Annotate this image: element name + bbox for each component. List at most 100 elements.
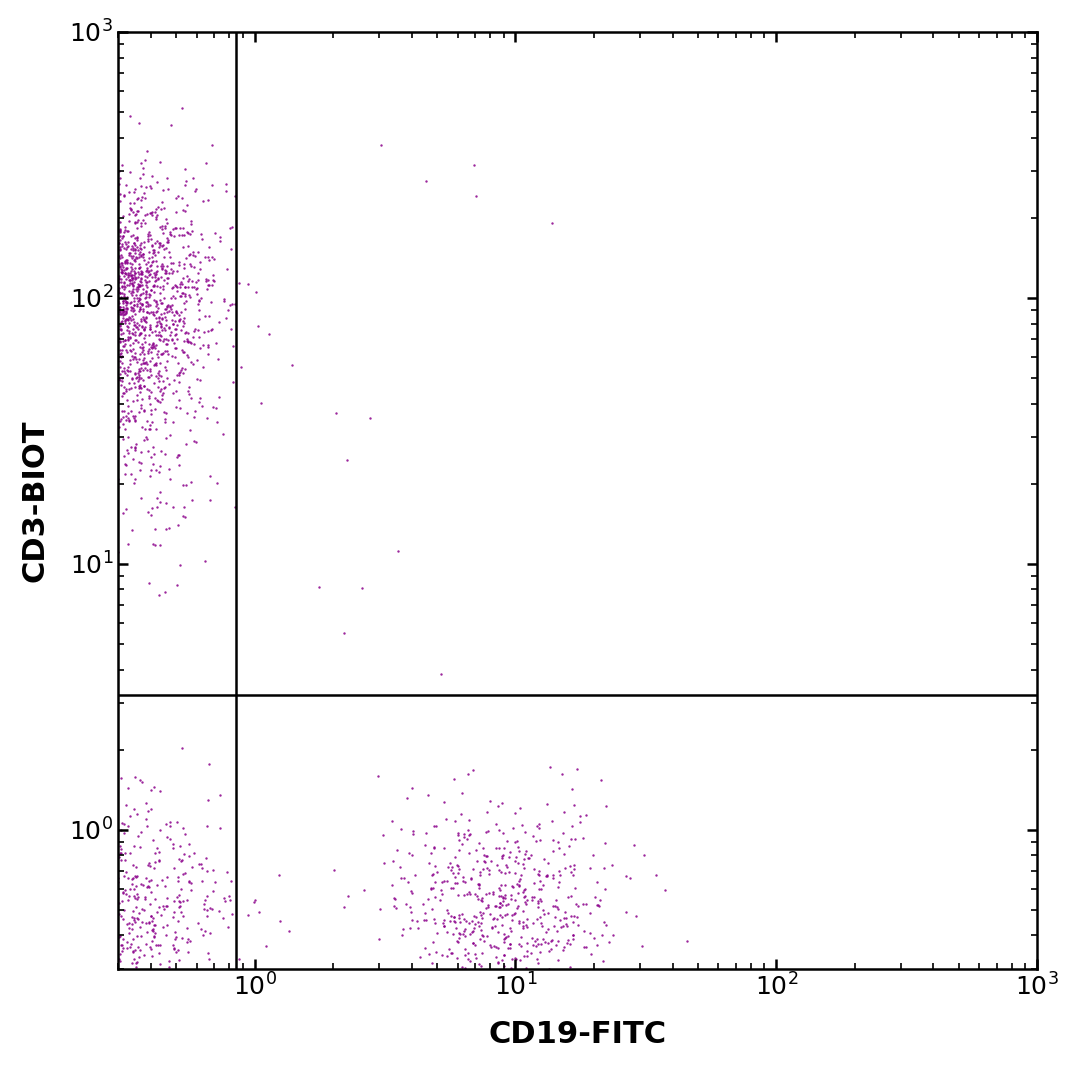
Point (500, 849, 517, 866)
Point (152, 327, 170, 345)
Point (147, 401, 164, 418)
Point (111, 946, 129, 963)
Point (495, 824, 512, 841)
Point (403, 884, 420, 901)
Point (129, 910, 146, 927)
Point (116, 274, 133, 291)
Point (136, 152, 153, 169)
Point (165, 892, 183, 910)
Point (153, 238, 171, 255)
Point (117, 255, 134, 272)
Point (582, 860, 599, 877)
Point (446, 874, 463, 891)
Point (130, 320, 147, 337)
Point (153, 309, 171, 326)
Point (143, 406, 160, 423)
Point (143, 339, 160, 356)
Point (528, 911, 545, 928)
Point (118, 293, 135, 310)
Point (554, 825, 571, 842)
Point (174, 343, 191, 361)
Point (135, 321, 152, 338)
Point (461, 884, 478, 901)
Point (230, 950, 247, 967)
Point (164, 316, 181, 333)
Point (504, 819, 522, 836)
Point (457, 913, 474, 930)
Point (157, 445, 174, 462)
Point (112, 246, 130, 263)
Point (505, 949, 523, 966)
Point (201, 924, 218, 942)
Point (183, 474, 200, 491)
Point (486, 937, 503, 954)
Point (130, 263, 147, 280)
Point (123, 369, 140, 386)
Point (140, 224, 158, 241)
Point (117, 291, 134, 308)
Point (186, 259, 203, 276)
Point (571, 813, 589, 830)
Point (246, 891, 264, 908)
Point (204, 901, 221, 918)
Point (167, 929, 185, 946)
Point (136, 311, 153, 328)
Point (134, 335, 151, 352)
Point (114, 447, 132, 464)
Point (451, 926, 469, 943)
Point (118, 442, 135, 459)
Point (132, 376, 149, 393)
Point (548, 922, 565, 939)
Point (165, 262, 183, 279)
Point (109, 281, 126, 299)
Point (116, 824, 133, 841)
Point (481, 884, 498, 901)
Point (201, 900, 218, 917)
Point (199, 907, 216, 924)
Point (119, 362, 136, 379)
Point (179, 348, 197, 365)
Point (565, 860, 582, 877)
Point (501, 939, 518, 957)
Point (140, 340, 158, 357)
Point (112, 936, 130, 953)
Point (497, 906, 514, 923)
Point (130, 189, 147, 207)
Point (173, 903, 190, 920)
Point (146, 266, 163, 284)
Point (562, 887, 579, 904)
Point (140, 289, 158, 306)
Point (164, 255, 181, 272)
Point (568, 896, 585, 913)
Point (370, 930, 388, 947)
Point (157, 877, 174, 895)
Point (119, 934, 136, 951)
Point (164, 316, 181, 333)
Point (158, 264, 175, 281)
Point (582, 946, 599, 963)
Point (132, 839, 149, 856)
Point (494, 951, 511, 968)
Point (174, 275, 191, 292)
Point (125, 325, 143, 342)
Point (154, 385, 172, 402)
Point (417, 904, 434, 921)
Point (253, 394, 270, 411)
Point (161, 302, 178, 319)
Point (112, 326, 130, 343)
Point (117, 382, 134, 399)
Point (177, 292, 194, 309)
Point (528, 930, 545, 947)
Point (173, 341, 190, 358)
Point (478, 899, 496, 916)
Point (446, 914, 463, 931)
Point (118, 456, 135, 473)
Point (502, 922, 519, 939)
Point (135, 184, 152, 201)
Point (116, 221, 133, 239)
Point (372, 901, 389, 918)
Point (199, 323, 216, 340)
Point (163, 261, 180, 278)
Point (476, 854, 494, 871)
Point (190, 311, 207, 328)
